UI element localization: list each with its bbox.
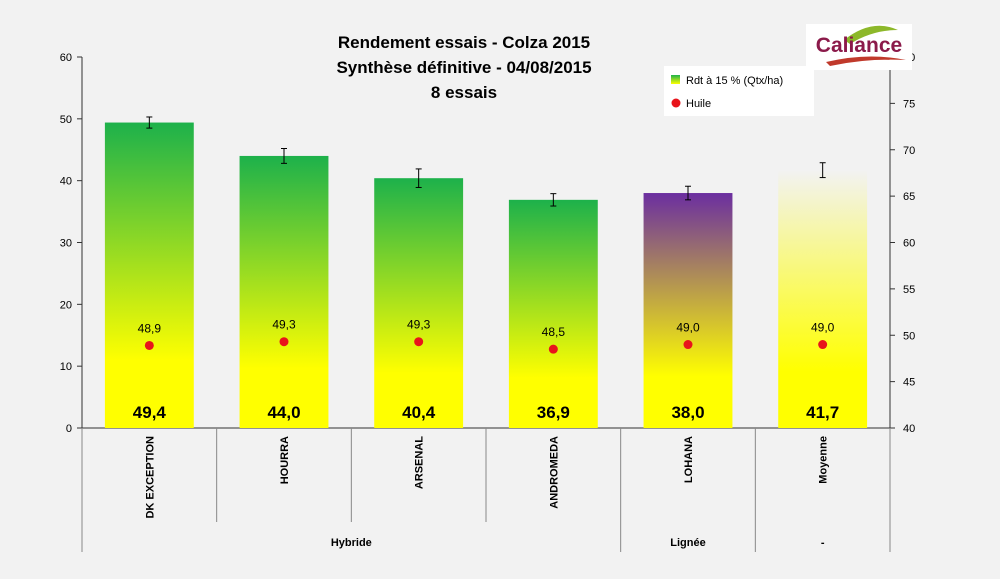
huile-point [818, 340, 828, 350]
huile-point [279, 337, 289, 347]
right-axis-tick-label: 60 [903, 238, 915, 250]
huile-value-label: 49,3 [272, 318, 296, 332]
legend-label-huile: Huile [686, 98, 711, 110]
bar-value-label: 40,4 [402, 403, 436, 422]
group-label: Lignée [670, 537, 705, 549]
bar-value-label: 41,7 [806, 403, 839, 422]
logo-leaf-icon [844, 25, 898, 44]
left-axis-tick-label: 30 [60, 238, 72, 250]
category-label: HOURRA [279, 436, 291, 484]
huile-value-label: 49,0 [676, 321, 700, 335]
right-axis-tick-label: 70 [903, 145, 915, 157]
chart-title: Rendement essais - Colza 2015 Synthèse d… [336, 33, 591, 102]
right-axis-tick-label: 45 [903, 377, 915, 389]
left-axis-tick-label: 0 [66, 423, 72, 435]
legend-box [664, 66, 814, 116]
huile-point [683, 340, 693, 350]
bar-dk-exception [104, 122, 194, 428]
huile-value-label: 49,0 [811, 321, 835, 335]
category-label: Moyenne [818, 436, 830, 484]
bar-value-label: 36,9 [537, 403, 570, 422]
right-axis-tick-label: 40 [903, 423, 915, 435]
huile-value-label: 48,9 [138, 321, 162, 335]
category-axis: DK EXCEPTION HOURRA ARSENAL ANDROMEDA LOHANA… [81, 428, 891, 552]
bars [104, 116, 868, 428]
left-axis-tick-label: 20 [60, 299, 72, 311]
group-label: - [821, 537, 825, 549]
bar-hourra [239, 155, 329, 428]
chart-title-line-3: 8 essais [431, 83, 497, 102]
group-label: Hybride [331, 537, 372, 549]
left-axis-tick-label: 60 [60, 52, 72, 64]
category-label: DK EXCEPTION [144, 436, 156, 519]
legend-swatch-huile [671, 98, 681, 108]
left-axis-tick-label: 40 [60, 176, 72, 188]
huile-value-label: 49,3 [407, 318, 431, 332]
chart-title-line-1: Rendement essais - Colza 2015 [338, 33, 590, 52]
logo-swoosh-icon [826, 56, 906, 66]
bar-lohana [643, 193, 733, 428]
bar-moyenne [778, 170, 868, 428]
huile-point [414, 337, 424, 347]
chart-title-line-2: Synthèse définitive - 04/08/2015 [336, 58, 591, 77]
logo-text: Caliance [816, 34, 902, 57]
bar-andromeda [508, 199, 598, 428]
left-axis-tick-label: 10 [60, 361, 72, 373]
bar-value-label: 49,4 [133, 403, 167, 422]
right-axis-tick-label: 55 [903, 284, 915, 296]
category-label: ANDROMEDA [548, 436, 560, 509]
right-axis-tick-label: 50 [903, 330, 915, 342]
left-axis-tick-label: 50 [60, 114, 72, 126]
bar-value-label: 38,0 [671, 403, 704, 422]
huile-point [144, 340, 154, 350]
legend-swatch-rdt [671, 75, 680, 84]
right-axis-tick-label: 65 [903, 191, 915, 203]
legend-label-rdt: Rdt à 15 % (Qtx/ha) [686, 75, 783, 87]
caliance-logo: Caliance [806, 24, 912, 70]
right-axis-tick-label: 75 [903, 98, 915, 110]
huile-point [548, 344, 558, 354]
category-label: ARSENAL [414, 436, 426, 489]
category-label: LOHANA [683, 436, 695, 483]
value-labels: 49,4 48,9 44,0 49,3 40,4 49,3 36,9 48,5 38,0 49,0… [133, 318, 839, 422]
legend: Rdt à 15 % (Qtx/ha) Huile [664, 66, 814, 116]
bar-arsenal [374, 178, 464, 428]
bar-value-label: 44,0 [267, 403, 300, 422]
huile-value-label: 48,5 [542, 325, 566, 339]
